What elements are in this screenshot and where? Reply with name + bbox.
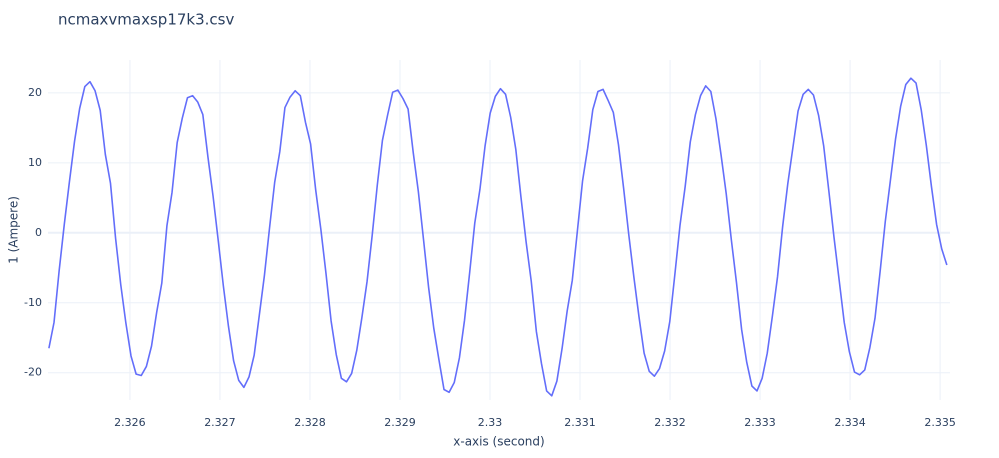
y-tick-label: -20: [24, 366, 42, 379]
x-tick-label: 2.33: [478, 416, 503, 429]
x-tick-label: 2.327: [204, 416, 236, 429]
x-tick-label: 2.329: [384, 416, 416, 429]
x-axis-title: x-axis (second): [453, 435, 544, 449]
x-tick-label: 2.326: [114, 416, 146, 429]
y-tick-label: 0: [35, 226, 42, 239]
y-tick-label: 20: [28, 86, 42, 99]
x-tick-label: 2.333: [744, 416, 776, 429]
x-tick-label: 2.332: [654, 416, 686, 429]
data-line: [48, 77, 948, 397]
x-tick-label: 2.331: [564, 416, 596, 429]
y-tick-label: -10: [24, 296, 42, 309]
chart-title: ncmaxvmaxsp17k3.csv: [58, 11, 234, 29]
x-tick-label: 2.328: [294, 416, 326, 429]
y-tick-label: 10: [28, 156, 42, 169]
y-axis-title: 1 (Ampere): [7, 196, 21, 264]
x-tick-label: 2.335: [924, 416, 956, 429]
x-tick-label: 2.334: [834, 416, 866, 429]
